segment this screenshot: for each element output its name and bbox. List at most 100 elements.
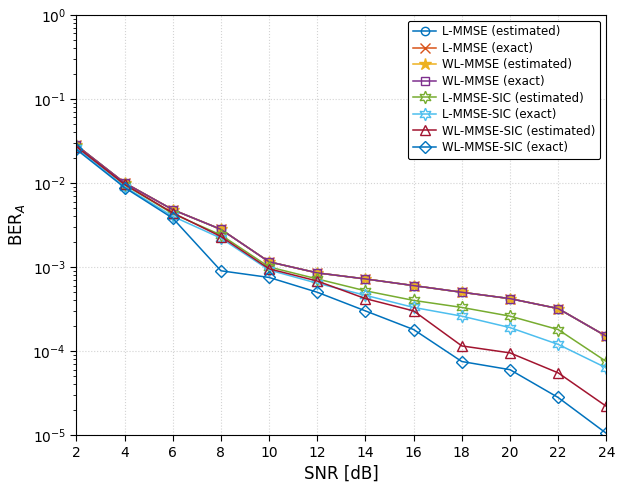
WL-MMSE (estimated) — [266, 259, 273, 265]
L-MMSE-SIC (exact) — [217, 235, 225, 241]
L-MMSE (estimated) — [313, 270, 321, 276]
Legend: L-MMSE (estimated), L-MMSE (exact), WL-MMSE (estimated), WL-MMSE (exact), L-MMSE: L-MMSE (estimated), L-MMSE (exact), WL-M… — [408, 21, 600, 159]
WL-MMSE (exact) — [458, 289, 465, 295]
L-MMSE-SIC (estimated) — [603, 359, 610, 365]
L-MMSE-SIC (exact) — [603, 365, 610, 371]
L-MMSE-SIC (exact) — [73, 145, 80, 151]
L-MMSE-SIC (exact) — [554, 342, 562, 347]
WL-MMSE (exact) — [362, 276, 369, 282]
WL-MMSE (exact) — [217, 226, 225, 232]
WL-MMSE (estimated) — [506, 295, 514, 301]
WL-MMSE-SIC (estimated) — [362, 295, 369, 301]
WL-MMSE-SIC (exact) — [362, 308, 369, 314]
WL-MMSE (estimated) — [169, 207, 177, 213]
L-MMSE (exact) — [554, 306, 562, 312]
L-MMSE (estimated) — [410, 283, 417, 289]
L-MMSE-SIC (estimated) — [121, 182, 128, 188]
WL-MMSE (exact) — [506, 295, 514, 301]
L-MMSE-SIC (estimated) — [410, 297, 417, 303]
L-MMSE-SIC (estimated) — [458, 304, 465, 310]
L-MMSE-SIC (estimated) — [217, 232, 225, 238]
L-MMSE-SIC (estimated) — [554, 327, 562, 333]
WL-MMSE-SIC (exact) — [458, 359, 465, 365]
L-MMSE-SIC (estimated) — [506, 313, 514, 319]
Line: WL-MMSE-SIC (estimated): WL-MMSE-SIC (estimated) — [72, 142, 611, 411]
L-MMSE (estimated) — [603, 333, 610, 339]
WL-MMSE-SIC (estimated) — [266, 266, 273, 272]
WL-MMSE-SIC (exact) — [169, 215, 177, 221]
L-MMSE (estimated) — [169, 207, 177, 213]
L-MMSE-SIC (exact) — [169, 213, 177, 219]
WL-MMSE (exact) — [169, 207, 177, 213]
WL-MMSE-SIC (estimated) — [217, 234, 225, 240]
Line: WL-MMSE (estimated): WL-MMSE (estimated) — [70, 139, 613, 343]
WL-MMSE-SIC (estimated) — [169, 210, 177, 216]
WL-MMSE (estimated) — [603, 333, 610, 339]
Line: WL-MMSE (exact): WL-MMSE (exact) — [72, 141, 610, 341]
L-MMSE-SIC (exact) — [266, 267, 273, 273]
L-MMSE (estimated) — [506, 295, 514, 301]
Y-axis label: BER$_A$: BER$_A$ — [7, 203, 27, 246]
L-MMSE (exact) — [410, 283, 417, 289]
WL-MMSE (estimated) — [217, 226, 225, 232]
L-MMSE (estimated) — [554, 306, 562, 312]
WL-MMSE-SIC (exact) — [217, 268, 225, 274]
L-MMSE (exact) — [266, 259, 273, 265]
L-MMSE-SIC (exact) — [121, 184, 128, 190]
WL-MMSE (estimated) — [554, 306, 562, 312]
L-MMSE-SIC (exact) — [362, 293, 369, 298]
L-MMSE (estimated) — [362, 276, 369, 282]
WL-MMSE (exact) — [313, 270, 321, 276]
WL-MMSE (estimated) — [73, 143, 80, 148]
L-MMSE-SIC (estimated) — [169, 211, 177, 217]
WL-MMSE-SIC (estimated) — [458, 343, 465, 349]
L-MMSE-SIC (estimated) — [313, 276, 321, 282]
WL-MMSE-SIC (exact) — [266, 274, 273, 280]
WL-MMSE (estimated) — [121, 180, 128, 186]
L-MMSE-SIC (estimated) — [266, 264, 273, 270]
L-MMSE (exact) — [313, 270, 321, 276]
L-MMSE (exact) — [217, 226, 225, 232]
WL-MMSE (exact) — [603, 333, 610, 339]
WL-MMSE-SIC (exact) — [410, 327, 417, 333]
WL-MMSE-SIC (estimated) — [506, 350, 514, 356]
WL-MMSE (exact) — [554, 306, 562, 312]
L-MMSE (estimated) — [73, 143, 80, 148]
L-MMSE (exact) — [603, 333, 610, 339]
L-MMSE (exact) — [506, 295, 514, 301]
WL-MMSE-SIC (exact) — [554, 394, 562, 400]
L-MMSE-SIC (exact) — [458, 313, 465, 319]
WL-MMSE (estimated) — [458, 289, 465, 295]
WL-MMSE (estimated) — [362, 276, 369, 282]
L-MMSE (estimated) — [217, 226, 225, 232]
WL-MMSE-SIC (exact) — [603, 430, 610, 436]
WL-MMSE (exact) — [410, 283, 417, 289]
L-MMSE-SIC (exact) — [313, 280, 321, 286]
WL-MMSE-SIC (estimated) — [313, 278, 321, 284]
L-MMSE-SIC (estimated) — [73, 144, 80, 149]
WL-MMSE-SIC (exact) — [313, 289, 321, 295]
WL-MMSE (exact) — [266, 259, 273, 265]
L-MMSE (exact) — [121, 180, 128, 186]
WL-MMSE-SIC (estimated) — [121, 181, 128, 187]
L-MMSE (exact) — [458, 289, 465, 295]
WL-MMSE-SIC (exact) — [506, 367, 514, 372]
X-axis label: SNR [dB]: SNR [dB] — [304, 465, 379, 483]
Line: WL-MMSE-SIC (exact): WL-MMSE-SIC (exact) — [72, 145, 610, 438]
WL-MMSE-SIC (exact) — [73, 147, 80, 152]
Line: L-MMSE (estimated): L-MMSE (estimated) — [72, 141, 610, 341]
WL-MMSE (estimated) — [313, 270, 321, 276]
Line: L-MMSE (exact): L-MMSE (exact) — [72, 141, 611, 341]
WL-MMSE-SIC (estimated) — [410, 308, 417, 314]
WL-MMSE (estimated) — [410, 283, 417, 289]
WL-MMSE-SIC (estimated) — [603, 403, 610, 409]
L-MMSE (estimated) — [121, 180, 128, 186]
WL-MMSE-SIC (exact) — [121, 185, 128, 191]
L-MMSE (estimated) — [458, 289, 465, 295]
WL-MMSE (exact) — [121, 180, 128, 186]
WL-MMSE-SIC (estimated) — [554, 370, 562, 376]
WL-MMSE-SIC (estimated) — [73, 144, 80, 149]
L-MMSE-SIC (exact) — [506, 325, 514, 331]
L-MMSE (exact) — [362, 276, 369, 282]
WL-MMSE (exact) — [73, 143, 80, 148]
